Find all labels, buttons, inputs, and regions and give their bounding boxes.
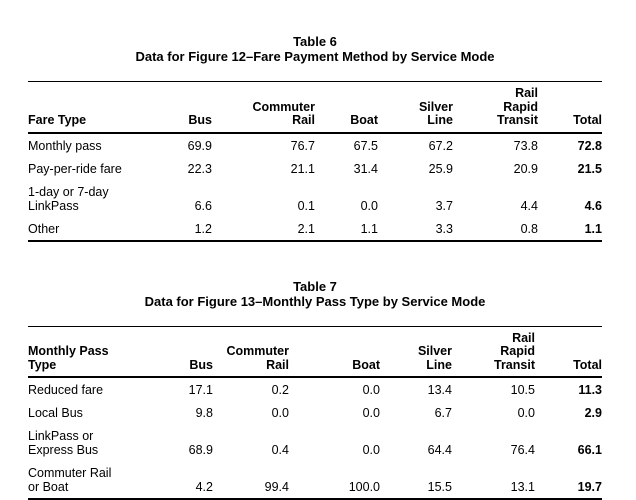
data-cell: 3.7 <box>378 180 453 217</box>
table-7-title: Table 7 <box>28 279 602 294</box>
total-cell: 4.6 <box>538 180 602 217</box>
data-cell: 64.4 <box>380 424 452 461</box>
column-header: Fare Type <box>28 82 152 133</box>
data-cell: 76.7 <box>212 133 315 157</box>
data-cell: 100.0 <box>289 461 380 499</box>
data-cell: 9.8 <box>153 401 213 424</box>
data-cell: 0.0 <box>289 377 380 401</box>
column-header: Bus <box>152 82 212 133</box>
data-cell: 6.6 <box>152 180 212 217</box>
data-cell: 99.4 <box>213 461 289 499</box>
row-label: Pay-per-ride fare <box>28 157 152 180</box>
total-cell: 1.1 <box>538 217 602 241</box>
table-6-title: Table 6 <box>28 34 602 49</box>
table-6-section: Table 6 Data for Figure 12–Fare Payment … <box>28 34 602 242</box>
data-cell: 0.4 <box>213 424 289 461</box>
data-cell: 20.9 <box>453 157 538 180</box>
total-cell: 66.1 <box>535 424 602 461</box>
data-cell: 13.1 <box>452 461 535 499</box>
data-cell: 0.0 <box>289 424 380 461</box>
table-7-subtitle: Data for Figure 13–Monthly Pass Type by … <box>28 294 602 309</box>
total-cell: 72.8 <box>538 133 602 157</box>
data-cell: 0.0 <box>289 401 380 424</box>
data-cell: 13.4 <box>380 377 452 401</box>
data-cell: 4.4 <box>453 180 538 217</box>
data-cell: 0.0 <box>452 401 535 424</box>
data-cell: 0.0 <box>213 401 289 424</box>
data-cell: 68.9 <box>153 424 213 461</box>
data-cell: 3.3 <box>378 217 453 241</box>
data-cell: 0.8 <box>453 217 538 241</box>
data-cell: 0.1 <box>212 180 315 217</box>
table-7-section: Table 7 Data for Figure 13–Monthly Pass … <box>28 279 602 500</box>
data-cell: 0.0 <box>315 180 378 217</box>
column-header: Total <box>535 326 602 377</box>
data-cell: 15.5 <box>380 461 452 499</box>
data-cell: 73.8 <box>453 133 538 157</box>
column-header: Boat <box>315 82 378 133</box>
total-cell: 2.9 <box>535 401 602 424</box>
total-cell: 19.7 <box>535 461 602 499</box>
row-label: Monthly pass <box>28 133 152 157</box>
row-label: Reduced fare <box>28 377 153 401</box>
column-header: Bus <box>153 326 213 377</box>
data-cell: 0.2 <box>213 377 289 401</box>
column-header: Boat <box>289 326 380 377</box>
data-cell: 1.2 <box>152 217 212 241</box>
data-cell: 1.1 <box>315 217 378 241</box>
total-cell: 21.5 <box>538 157 602 180</box>
data-cell: 67.2 <box>378 133 453 157</box>
data-cell: 17.1 <box>153 377 213 401</box>
data-cell: 6.7 <box>380 401 452 424</box>
table-6-subtitle: Data for Figure 12–Fare Payment Method b… <box>28 49 602 64</box>
data-cell: 76.4 <box>452 424 535 461</box>
data-cell: 25.9 <box>378 157 453 180</box>
data-cell: 4.2 <box>153 461 213 499</box>
data-cell: 2.1 <box>212 217 315 241</box>
row-label: Other <box>28 217 152 241</box>
data-cell: 21.1 <box>212 157 315 180</box>
data-cell: 31.4 <box>315 157 378 180</box>
data-cell: 69.9 <box>152 133 212 157</box>
data-cell: 22.3 <box>152 157 212 180</box>
total-cell: 11.3 <box>535 377 602 401</box>
data-cell: 67.5 <box>315 133 378 157</box>
column-header: Total <box>538 82 602 133</box>
data-cell: 10.5 <box>452 377 535 401</box>
row-label: Local Bus <box>28 401 153 424</box>
